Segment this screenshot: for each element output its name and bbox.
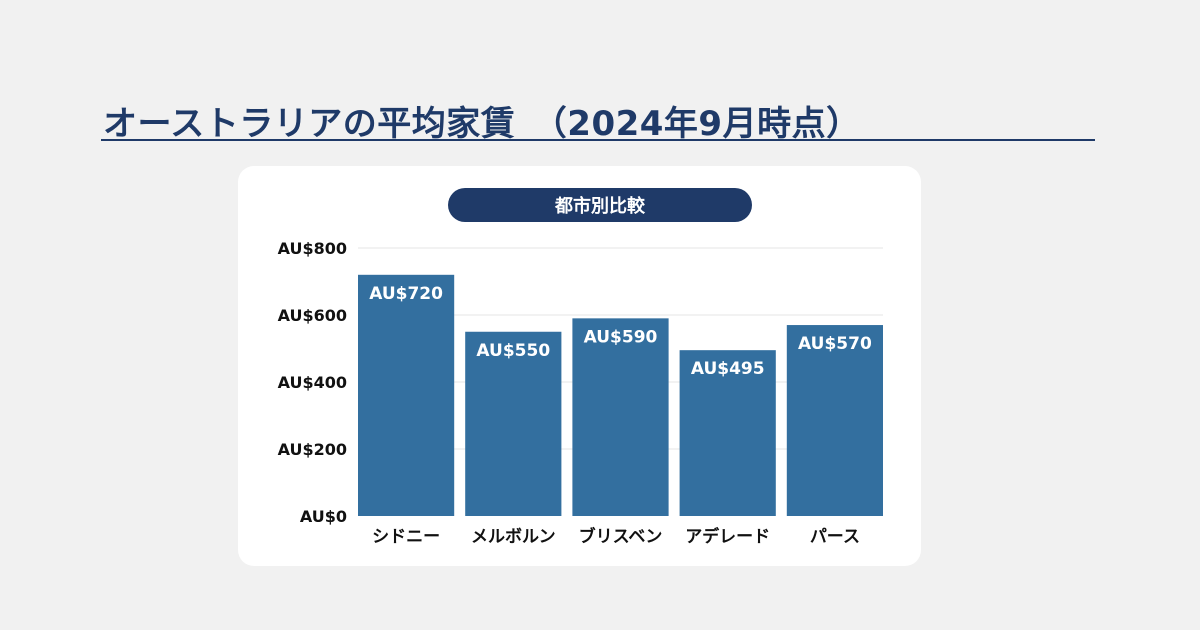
y-tick-label: AU$200 [278,440,347,459]
x-tick-label: ブリスベン [579,526,663,547]
y-tick-label: AU$0 [300,507,347,526]
x-tick-label: メルボルン [471,527,556,547]
x-tick-label: パース [810,527,860,547]
y-tick-label: AU$400 [278,373,347,392]
bar [465,331,562,516]
data-label: AU$570 [798,334,872,354]
y-tick-label: AU$600 [278,306,347,325]
x-tick-label: アデレード [685,526,770,547]
title-underline [101,139,1095,141]
bar [679,350,776,516]
y-tick-label: AU$800 [278,239,347,258]
data-label: AU$495 [691,359,765,379]
chart-heading-pill: 都市別比較 [448,188,752,222]
bar [358,274,455,516]
page-title: オーストラリアの平均家賃 （2024年9月時点） [103,104,861,144]
data-label: AU$550 [476,341,550,361]
data-label: AU$590 [584,327,658,347]
chart-heading: 都市別比較 [555,196,645,217]
x-tick-label: シドニー [372,527,440,547]
data-label: AU$720 [369,284,443,304]
bar [572,318,669,516]
bar [786,325,883,516]
